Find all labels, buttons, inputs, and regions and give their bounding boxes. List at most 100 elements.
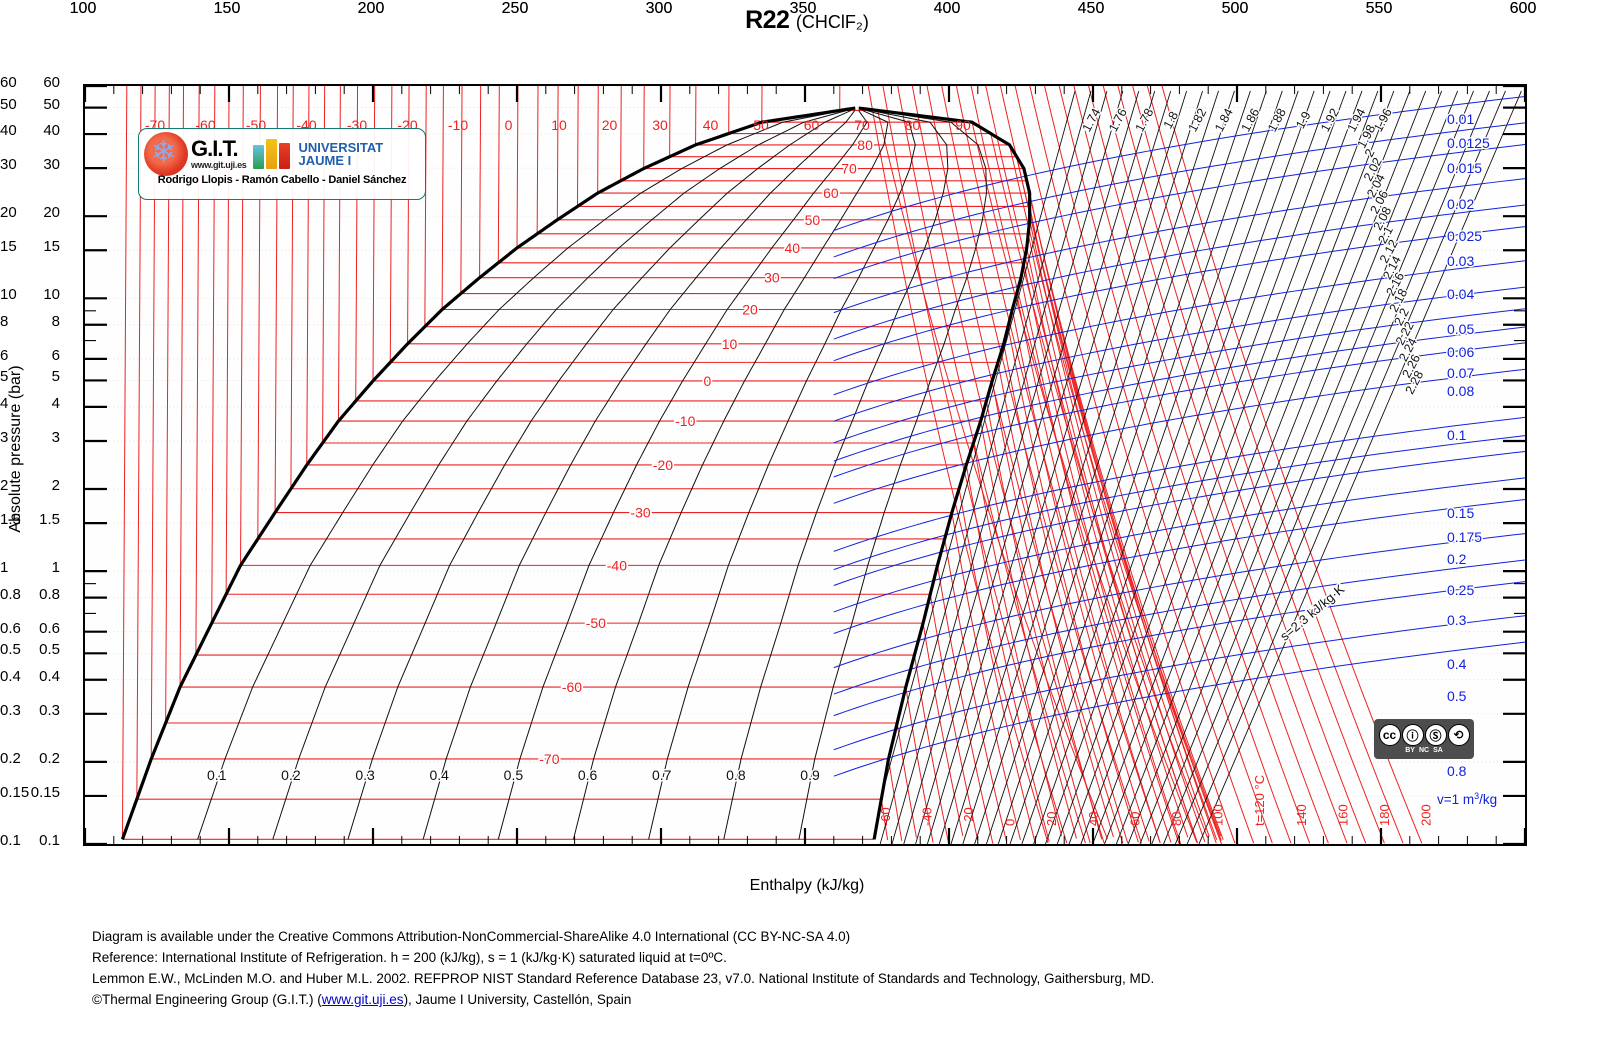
plot-label: -60 [562,679,582,695]
y-tick-label-left: 40 [43,122,60,140]
plot-label: 10 [551,117,567,133]
plot-label: 0.3 [1447,612,1467,628]
y-tick-label-left: 15 [43,238,60,256]
plot-label: 0 [703,373,711,389]
plot-label: 0.4 [1447,656,1467,672]
x-tick-label-bottom: 300 [645,0,673,17]
git-text-block: G.I.T. www.git.uji.es [191,137,247,170]
plot-label: 40 [784,240,800,256]
y-tick-label-right: 0.2 [0,749,21,767]
x-tick-label-bottom: 100 [69,0,97,17]
plot-label: -40 [607,557,627,573]
plot-label: 80 [905,117,921,133]
plot-label: -20 [653,457,673,473]
y-tick-label-left: 2 [51,477,60,495]
plot-label: 1.78 [1133,106,1157,134]
plot-label: 1.86 [1239,106,1263,134]
plot-label: 30 [652,117,668,133]
plot-label: 0.175 [1447,529,1482,545]
plot-label: 20 [742,301,758,317]
y-tick-label-right: 0.5 [0,641,21,659]
plot-label: 0.01 [1447,111,1474,127]
y-tick-label-right: 0.4 [0,667,21,685]
y-tick-label-left: 1 [51,559,60,577]
plot-label: -30 [630,505,650,521]
plot-label: 1.84 [1212,106,1236,134]
y-tick-label-right: 1.5 [0,511,21,529]
plot-label: 30 [764,270,780,286]
y-tick-label-right: 2 [0,477,9,495]
plot-label: 0.06 [1447,344,1474,360]
y-tick-label-left: 4 [51,394,60,412]
x-tick-label-top: 450 [1077,0,1105,17]
plot-label: 0.25 [1447,582,1474,598]
x-axis-title: Enthalpy (kJ/kg) [749,877,865,894]
git-url-label: www.git.uji.es [191,159,247,170]
plot-label: 60 [1127,812,1142,826]
cc-icon-row: cc ⓘ Ⓢ ⟲ [1378,724,1470,746]
logo-row: ❄ G.I.T. www.git.uji.es UNIVERSITAT JAUM… [139,129,425,176]
cc-sub-row: BY NC SA [1405,747,1443,754]
x-tick-label-top: 300 [645,0,673,17]
plot-label: 140 [1294,804,1309,826]
plot-label: 40 [1086,812,1101,826]
y-tick-label-left: 0.15 [30,783,60,801]
y-tick-label-left: 30 [43,156,60,174]
y-tick-label-left: 0.2 [39,749,60,767]
plot-label: 20 [1044,812,1059,826]
y-tick-label-left: 6 [51,346,60,364]
plot-label: 0.5 [1447,688,1467,704]
plot-label: 0.07 [1447,365,1474,381]
refrigerant-formula: (CHClF₂) [795,12,869,32]
plot-label: -20 [961,807,976,826]
plot-label: 0.0125 [1447,135,1490,151]
ph-diagram-plot: -70 -60 -50 -40 -30 -20 -10 0 10 20 30 40 50 60 70 80 90… [83,84,1527,846]
y-tick-label-left: 50 [43,95,60,113]
y-tick-label-left: 0.6 [39,619,60,637]
x-tick-label-top: 550 [1365,0,1393,17]
y-tick-label-left: 10 [43,286,60,304]
cc-by-label: BY [1405,747,1415,754]
plot-label: 0.5 [504,767,524,783]
x-tick-label-top: 350 [789,0,817,17]
plot-label: 0 [1003,819,1018,826]
x-tick-label-top: 600 [1509,0,1537,17]
plot-label: 0.8 [1447,763,1467,779]
plot-label: 0.4 [430,767,450,783]
plot-label: 0.2 [281,767,301,783]
copyright-prefix: ©Thermal Engineering Group (G.I.T.) ( [92,992,322,1007]
y-tick-label-left: 1.5 [39,511,60,529]
plot-label: 0.08 [1447,383,1474,399]
plot-label: 1.9 [1293,109,1314,131]
cc-nc-label: NC [1418,747,1430,754]
x-tick-label-bottom: 350 [789,0,817,17]
plot-label: 60 [823,185,839,201]
plot-label: 40 [703,117,719,133]
y-tick-label-left: 0.3 [39,701,60,719]
x-tick-label-bottom: 600 [1509,0,1537,17]
cc-icon: cc [1378,724,1401,746]
plot-label: 0.025 [1447,228,1482,244]
y-tick-label-left: 0.8 [39,585,60,603]
plot-label: 80 [857,137,873,153]
y-tick-label-left: 60 [43,74,60,91]
plot-label: -50 [586,615,606,631]
y-tick-label-right: 8 [0,312,9,330]
y-tick-label-right: 0.15 [0,783,30,801]
y-tick-label-left: 8 [51,312,60,330]
cc-sa-label: SA [1433,747,1443,754]
y-tick-label-right: 1 [0,559,9,577]
x-tick-label-top: 100 [69,0,97,17]
cc-by-icon: ⓘ [1401,724,1424,746]
plot-label: 90 [955,117,971,133]
plot-label: 10 [722,336,738,352]
plot-label: 0.9 [800,767,820,783]
plot-label: t=120 °C [1252,775,1267,826]
plot-label: 0.6 [578,767,598,783]
x-tick-label-top: 150 [213,0,241,17]
git-website-link[interactable]: www.git.uji.es [321,992,404,1007]
creative-commons-badge[interactable]: cc ⓘ Ⓢ ⟲ BY NC SA [1374,719,1474,759]
plot-label: 180 [1377,804,1392,826]
y-tick-label-right: 60 [0,74,17,91]
plot-label: 0.2 [1447,551,1467,567]
